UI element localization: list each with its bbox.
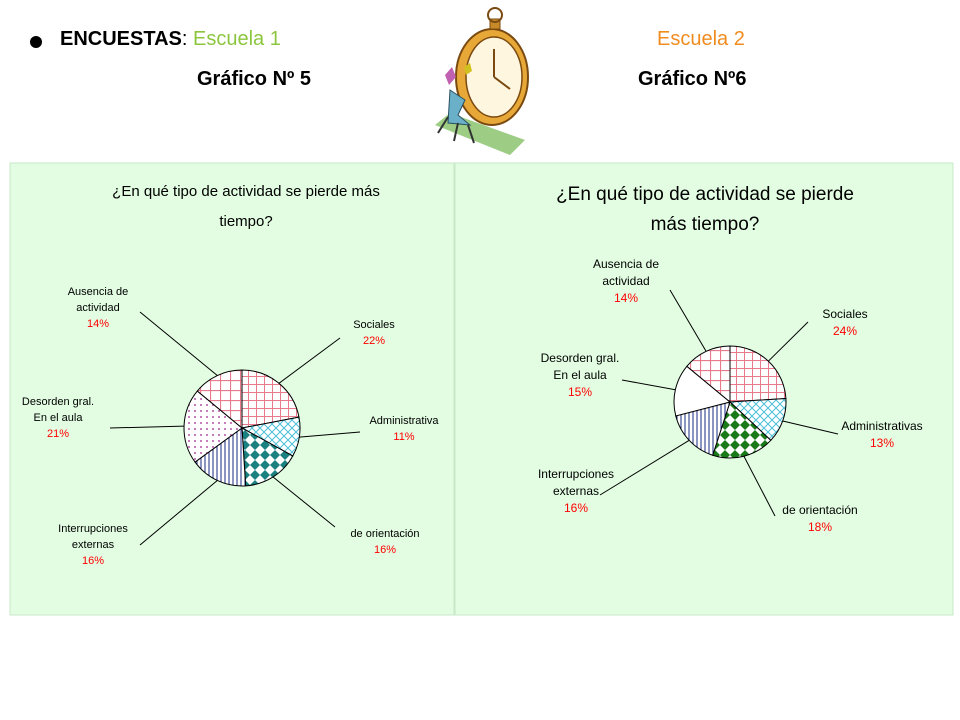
pie-slice xyxy=(712,401,772,459)
slice-percent-label: 15% xyxy=(568,385,592,399)
slice-label: actividad xyxy=(76,302,119,314)
slice-label: Sociales xyxy=(353,319,395,331)
survey-header: ENCUESTAS: Escuela 1 xyxy=(60,28,281,51)
slice-label: externas xyxy=(72,539,115,551)
pie-chart-1: ¿En qué tipo de actividad se pierde más t… xyxy=(9,162,455,616)
school-2-label: Escuela 2 xyxy=(657,28,745,50)
school-1-label: Escuela 1 xyxy=(193,28,281,50)
slice-label: Desorden gral. xyxy=(22,396,94,408)
slice-percent-label: 24% xyxy=(833,324,857,338)
leader-line xyxy=(139,480,218,546)
slice-percent-label: 11% xyxy=(393,431,414,443)
leader-line xyxy=(299,431,361,438)
leader-line xyxy=(669,289,707,352)
slice-label: En el aula xyxy=(553,368,607,382)
slice-percent-label: 16% xyxy=(564,501,588,515)
stopwatch-clipart-icon xyxy=(435,7,529,155)
slice-percent-label: 16% xyxy=(82,555,104,567)
leader-line xyxy=(621,379,676,391)
slice-label: actividad xyxy=(602,274,649,288)
chart-title-line: ¿En qué tipo de actividad se pierde más xyxy=(112,183,380,200)
slice-percent-label: 14% xyxy=(614,291,638,305)
slice-label: Ausencia de xyxy=(68,286,129,298)
slice-label: Desorden gral. xyxy=(541,351,620,365)
leader-line xyxy=(782,420,839,435)
slice-percent-label: 16% xyxy=(374,544,396,556)
graph-6-title: Gráfico Nº6 xyxy=(638,68,747,90)
slice-label: Interrupciones xyxy=(58,523,128,535)
survey-prefix: ENCUESTAS xyxy=(60,28,182,50)
slice-label: de orientación xyxy=(350,528,419,540)
slice-label: Interrupciones xyxy=(538,467,614,481)
slice-percent-label: 18% xyxy=(808,520,832,534)
graph-5-title: Gráfico Nº 5 xyxy=(197,68,312,90)
leader-line xyxy=(278,337,341,384)
pie-slice xyxy=(241,369,300,429)
pie-slice xyxy=(196,369,243,430)
chart-title-line: más tiempo? xyxy=(651,214,760,235)
slice-label: de orientación xyxy=(782,503,857,517)
leader-line xyxy=(272,476,336,528)
pie-chart-2: ¿En qué tipo de actividad se pierde más t… xyxy=(454,162,954,616)
slice-label: En el aula xyxy=(34,412,84,424)
chart-title-line: ¿En qué tipo de actividad se pierde xyxy=(556,184,854,205)
leader-line xyxy=(599,439,690,496)
slice-percent-label: 13% xyxy=(870,436,894,450)
slice-label: Administrativa xyxy=(369,415,439,427)
leader-line xyxy=(139,311,218,376)
slice-label: Sociales xyxy=(822,307,867,321)
slice-label: externas xyxy=(553,484,599,498)
header-colon: : xyxy=(181,28,193,50)
bullet-point xyxy=(30,36,42,48)
slice-percent-label: 14% xyxy=(87,318,109,330)
leader-line xyxy=(109,425,185,429)
slice-label: Ausencia de xyxy=(593,257,659,271)
leader-line xyxy=(767,321,809,362)
pie-slice xyxy=(194,427,247,487)
leader-line xyxy=(743,456,776,517)
pie-slice xyxy=(183,390,243,463)
slice-percent-label: 21% xyxy=(47,428,69,440)
slice-percent-label: 22% xyxy=(363,335,385,347)
pie-slice xyxy=(673,365,732,417)
slice-label: Administrativas xyxy=(841,419,922,433)
chart-title-line: tiempo? xyxy=(219,213,272,230)
